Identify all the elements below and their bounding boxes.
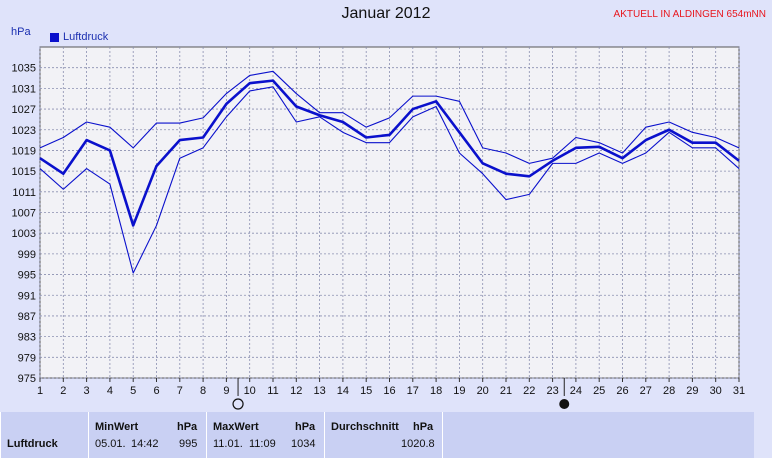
y-tick-label: 1031 — [12, 83, 36, 95]
x-tick-label: 11 — [267, 385, 278, 397]
x-tick-label: 9 — [223, 385, 229, 397]
x-tick-label: 20 — [477, 385, 489, 397]
y-tick-label: 995 — [18, 270, 36, 282]
x-tick-label: 24 — [570, 385, 582, 397]
station-label: AKTUELL IN ALDINGEN 654mNN — [613, 9, 766, 20]
stats-empty-cell — [442, 412, 754, 458]
x-tick-label: 1 — [37, 385, 43, 397]
x-tick-label: 17 — [407, 385, 419, 397]
x-tick-label: 12 — [290, 385, 302, 397]
x-tick-label: 3 — [84, 385, 90, 397]
series-line-min — [39, 86, 740, 274]
x-tick-label: 7 — [177, 385, 183, 397]
x-tick-label: 16 — [383, 385, 395, 397]
x-tick-label: 22 — [523, 385, 535, 397]
x-tick-label: 21 — [500, 385, 512, 397]
stats-label-cell: Luftdruck — [0, 412, 88, 458]
y-axis-unit: hPa — [11, 26, 31, 38]
x-tick-label: 23 — [546, 385, 558, 397]
y-tick-label: 979 — [18, 352, 36, 364]
stats-table: Luftdruck MinWert hPa 05.01. 14:42 995 M… — [0, 412, 772, 458]
stats-max-cell: MaxWert hPa 11.01. 11:09 1034 — [206, 412, 324, 458]
legend: Luftdruck — [50, 31, 108, 43]
avg-value: 1020.8 — [401, 438, 435, 450]
x-tick-label: 19 — [453, 385, 465, 397]
x-tick-label: 14 — [337, 385, 349, 397]
legend-swatch — [50, 32, 59, 42]
x-tick-label: 15 — [360, 385, 372, 397]
max-value: 1034 — [291, 438, 316, 450]
y-tick-label: 1019 — [12, 145, 36, 157]
y-tick-label: 975 — [18, 373, 36, 385]
x-tick-label: 5 — [130, 385, 136, 397]
y-tick-label: 1035 — [12, 63, 36, 75]
x-tick-label: 2 — [60, 385, 66, 397]
legend-label: Luftdruck — [63, 31, 109, 43]
avg-unit: hPa — [413, 421, 434, 433]
chart-title: Januar 2012 — [341, 5, 431, 22]
max-unit: hPa — [295, 421, 316, 433]
avg-header: Durchschnitt — [331, 421, 399, 433]
y-tick-label: 999 — [18, 249, 36, 261]
x-tick-label: 4 — [107, 385, 113, 397]
y-tick-label: 987 — [18, 311, 36, 323]
max-date: 11.01. — [213, 438, 243, 450]
stats-min-cell: MinWert hPa 05.01. 14:42 995 — [88, 412, 206, 458]
x-tick-label: 29 — [686, 385, 698, 397]
y-tick-label: 1015 — [12, 166, 36, 178]
max-time: 11:09 — [249, 438, 276, 450]
stats-row-label: Luftdruck — [7, 438, 58, 450]
min-date: 05.01. — [95, 438, 126, 450]
min-unit: hPa — [177, 421, 198, 433]
new-moon-icon — [559, 399, 570, 409]
x-tick-label: 28 — [663, 385, 675, 397]
y-tick-label: 983 — [18, 332, 36, 344]
y-tick-label: 1007 — [12, 208, 36, 220]
x-tick-label: 13 — [313, 385, 325, 397]
y-tick-label: 991 — [18, 290, 36, 302]
stats-avg-cell: Durchschnitt hPa 1020.8 — [324, 412, 442, 458]
x-tick-label: 27 — [640, 385, 652, 397]
min-value: 995 — [179, 438, 198, 450]
x-tick-label: 18 — [430, 385, 442, 397]
min-time: 14:42 — [131, 438, 159, 450]
x-tick-label: 26 — [616, 385, 628, 397]
full-moon-icon — [232, 398, 244, 410]
series-line-mean — [39, 79, 740, 227]
line-chart: 9759799839879919959991003100710111015101… — [12, 46, 745, 410]
y-tick-label: 1003 — [12, 228, 36, 240]
x-tick-label: 25 — [593, 385, 605, 397]
y-tick-label: 1027 — [12, 104, 36, 116]
x-tick-label: 10 — [244, 385, 256, 397]
x-tick-label: 6 — [153, 385, 159, 397]
x-tick-label: 31 — [733, 385, 745, 397]
max-header: MaxWert — [213, 421, 259, 433]
chart-area: Januar 2012 AKTUELL IN ALDINGEN 654mNN h… — [11, 5, 766, 410]
x-tick-label: 30 — [710, 385, 722, 397]
y-tick-label: 1023 — [12, 125, 36, 137]
min-header: MinWert — [95, 421, 139, 433]
x-tick-label: 8 — [200, 385, 206, 397]
y-tick-label: 1011 — [12, 187, 36, 199]
series-line-max — [39, 70, 740, 164]
